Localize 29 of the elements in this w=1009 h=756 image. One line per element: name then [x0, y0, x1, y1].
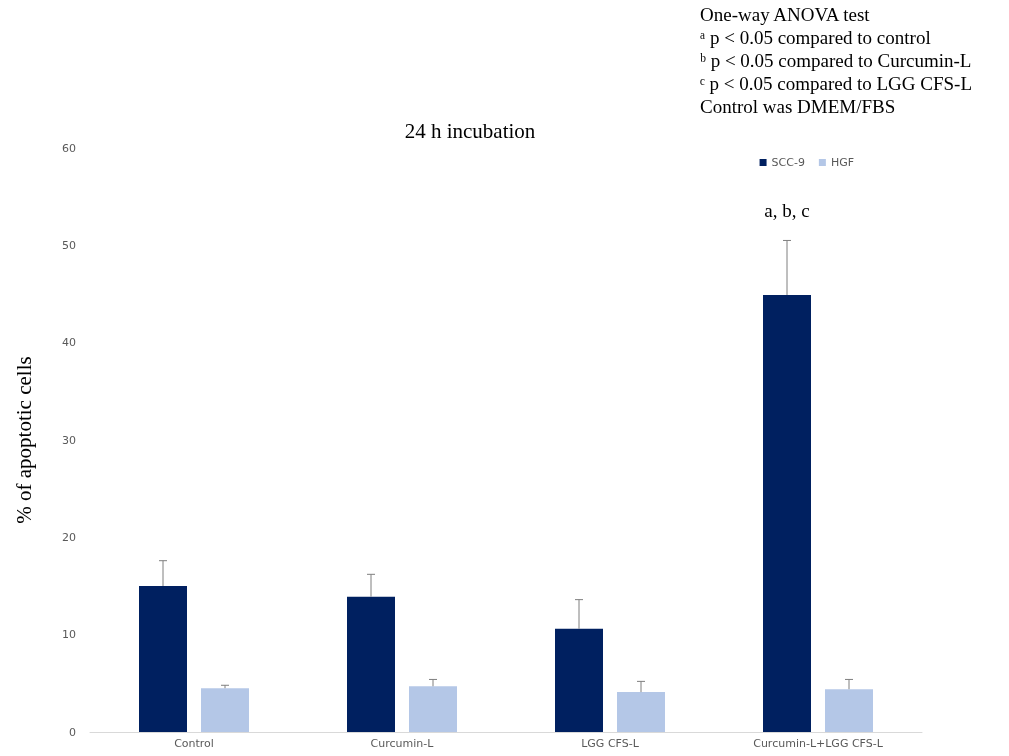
- y-tick-label: 40: [62, 336, 76, 350]
- x-tick-label: LGG CFS-L: [581, 737, 640, 750]
- y-tick-label: 10: [62, 628, 76, 642]
- bar: [347, 596, 395, 732]
- x-tick-label: Curcumin-L: [370, 737, 435, 750]
- x-tick-label: Curcumin-L+LGG CFS-L: [753, 737, 884, 750]
- y-tick-label: 60: [62, 141, 76, 155]
- chart-title: 24 h incubation: [404, 118, 536, 143]
- annotation: a, b, c: [764, 199, 810, 221]
- text: ᵃ p < 0.05 compared to control: [700, 27, 931, 48]
- text: Control was DMEM/FBS: [700, 96, 896, 117]
- bar: [139, 586, 187, 732]
- bar: [555, 628, 603, 732]
- y-axis-title: % of apoptotic cells: [11, 356, 36, 524]
- y-tick-label: 0: [69, 725, 76, 739]
- bar: [617, 692, 665, 732]
- text: ᵇ p < 0.05 compared to Curcumin-L: [700, 50, 972, 71]
- legend-label: HGF: [830, 156, 854, 169]
- bar: [763, 294, 811, 732]
- bar: [201, 688, 249, 732]
- x-tick-label: Control: [174, 737, 214, 750]
- y-tick-label: 50: [62, 238, 76, 252]
- bar: [825, 689, 873, 732]
- text: One-way ANOVA test: [700, 4, 871, 25]
- bar: [409, 686, 457, 732]
- y-tick-label: 20: [62, 530, 76, 544]
- text: ᶜ p < 0.05 compared to LGG CFS-L: [700, 73, 973, 94]
- legend-label: SCC-9: [771, 156, 805, 169]
- y-tick-label: 30: [62, 433, 76, 447]
